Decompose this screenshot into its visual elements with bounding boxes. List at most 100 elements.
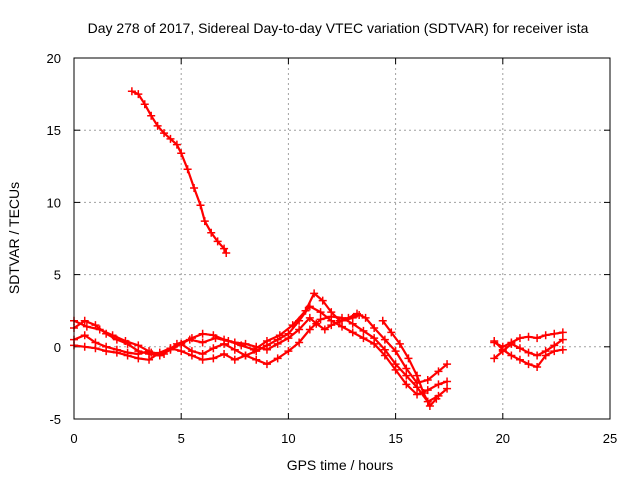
series-arc-g — [490, 335, 567, 363]
data-point — [425, 402, 434, 411]
data-point — [533, 334, 542, 343]
data-point — [177, 149, 186, 158]
data-point — [305, 325, 314, 334]
data-point — [252, 355, 261, 364]
data-point — [558, 345, 567, 354]
data-point — [284, 329, 293, 338]
data-point — [224, 337, 233, 346]
x-tick-label: 15 — [388, 431, 402, 446]
data-point — [305, 302, 314, 311]
data-point — [295, 338, 304, 347]
data-point — [443, 384, 452, 393]
series-layer — [70, 87, 567, 411]
data-point — [134, 341, 143, 350]
data-point — [153, 121, 162, 130]
data-point — [359, 326, 368, 335]
x-tick-label: 0 — [70, 431, 77, 446]
series-line — [130, 90, 228, 254]
data-point — [550, 347, 559, 356]
data-point — [220, 244, 229, 253]
data-point — [80, 316, 89, 325]
y-tick-label: -5 — [49, 412, 61, 427]
data-point — [166, 344, 175, 353]
series-arc-h — [490, 337, 567, 372]
data-point — [378, 316, 387, 325]
data-point — [147, 111, 156, 120]
data-point — [80, 342, 89, 351]
data-point — [177, 347, 186, 356]
data-point — [80, 331, 89, 340]
data-point — [380, 345, 389, 354]
data-point — [515, 344, 524, 353]
data-point — [82, 322, 91, 331]
data-point — [423, 376, 432, 385]
data-point — [423, 386, 432, 395]
data-point — [515, 334, 524, 343]
data-point — [402, 380, 411, 389]
data-point — [295, 316, 304, 325]
data-point — [198, 338, 207, 347]
x-axis-label: GPS time / hours — [287, 457, 394, 473]
data-point — [190, 183, 199, 192]
data-point — [177, 339, 186, 348]
data-point — [533, 351, 542, 360]
data-point — [209, 354, 218, 363]
y-tick-label: 20 — [47, 51, 61, 66]
data-point — [434, 380, 443, 389]
data-point — [348, 328, 357, 337]
x-tick-label: 10 — [281, 431, 295, 446]
data-point — [338, 313, 346, 322]
data-point — [353, 309, 362, 318]
data-point — [391, 347, 400, 356]
data-point — [284, 347, 293, 356]
series-line — [72, 292, 449, 384]
data-point — [507, 339, 516, 348]
data-point — [550, 329, 559, 338]
data-point — [305, 313, 314, 322]
data-point — [196, 201, 205, 210]
data-point — [558, 335, 567, 344]
y-axis-label: SDTVAR / TECUs — [6, 182, 22, 294]
data-point — [419, 389, 428, 398]
data-point — [155, 348, 164, 357]
data-point — [166, 134, 175, 143]
data-point — [185, 335, 194, 344]
data-point — [273, 354, 282, 363]
data-point — [327, 312, 336, 321]
x-tick-label: 25 — [603, 431, 617, 446]
data-point — [252, 347, 261, 356]
data-point — [145, 355, 154, 364]
data-point — [318, 296, 327, 305]
data-point — [200, 217, 209, 226]
data-point — [370, 334, 379, 343]
data-point — [524, 348, 533, 357]
data-point — [230, 345, 239, 354]
series-arc-d — [70, 312, 452, 406]
data-point — [207, 228, 216, 237]
data-point — [402, 371, 411, 380]
data-point — [541, 331, 550, 340]
x-tick-label: 20 — [496, 431, 510, 446]
data-point — [108, 331, 117, 340]
data-point — [498, 345, 507, 354]
series-line — [72, 305, 449, 396]
data-point — [213, 237, 222, 246]
data-point — [413, 371, 422, 380]
data-point — [187, 351, 196, 360]
data-point — [338, 322, 346, 331]
data-point — [348, 319, 357, 328]
data-point — [524, 360, 533, 369]
data-point — [515, 355, 524, 364]
plot-frame — [73, 57, 611, 420]
data-point — [121, 337, 130, 346]
data-point — [198, 329, 207, 338]
data-point — [434, 367, 443, 376]
data-point — [145, 347, 154, 356]
data-point — [402, 364, 411, 373]
data-point — [183, 165, 192, 174]
series-arc-f — [490, 328, 567, 351]
data-point — [160, 129, 169, 138]
data-point — [391, 360, 400, 369]
data-point — [172, 140, 181, 149]
data-point — [432, 394, 441, 403]
